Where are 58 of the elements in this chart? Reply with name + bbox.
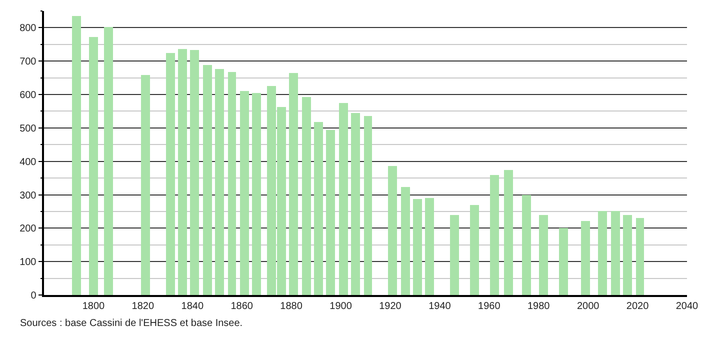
x-tick-label: 2000 [576, 300, 600, 312]
bar [215, 69, 224, 295]
x-tick-label: 1960 [478, 300, 501, 312]
y-tick-label: 200 [20, 224, 37, 235]
bar [190, 50, 199, 295]
bar [351, 113, 360, 295]
bar [623, 215, 632, 295]
bar [598, 211, 607, 295]
bar [581, 221, 590, 295]
bar [252, 93, 261, 295]
bar [326, 130, 335, 295]
bar [178, 49, 187, 295]
bar [89, 37, 98, 295]
bar [504, 170, 513, 295]
y-tick-label: 100 [20, 257, 37, 268]
bar [228, 72, 236, 295]
y-tick-label: 600 [20, 90, 37, 102]
y-tick-label: 400 [20, 156, 37, 168]
x-tick-label: 1900 [330, 300, 352, 312]
bar [166, 53, 175, 295]
y-tick-label: 300 [20, 190, 37, 202]
bar [490, 175, 499, 295]
bar [72, 16, 81, 295]
x-tick-label: 1820 [132, 300, 154, 312]
bar [364, 116, 372, 295]
bar [522, 195, 531, 295]
x-tick-label: 1800 [82, 300, 106, 312]
bar [559, 228, 568, 295]
bar [611, 211, 620, 295]
bar [104, 27, 113, 295]
y-tick-label: 0 [30, 290, 37, 302]
bar [302, 97, 311, 295]
x-tick-label: 2040 [676, 300, 699, 312]
bar [289, 73, 298, 295]
bar [141, 75, 150, 295]
bar [425, 198, 434, 295]
y-tick-label: 500 [20, 123, 37, 134]
x-tick-label: 1920 [379, 300, 402, 312]
bar [401, 187, 410, 295]
x-tick-label: 1860 [230, 300, 254, 312]
y-tick-label: 800 [20, 23, 37, 34]
bar [539, 215, 548, 295]
bar [388, 166, 397, 295]
bar [314, 122, 323, 295]
x-tick-label: 1980 [527, 300, 550, 312]
x-tick-label: 2020 [626, 300, 650, 312]
bar [339, 103, 348, 295]
bar [636, 218, 644, 295]
x-tick-label: 1940 [428, 300, 452, 312]
bar [203, 65, 212, 295]
x-tick-label: 1840 [181, 300, 204, 312]
bar [450, 215, 459, 295]
y-tick-label: 700 [20, 56, 37, 68]
bar [413, 199, 422, 295]
bar [240, 91, 249, 295]
bar [470, 205, 479, 295]
source-note: Sources : base Cassini de l'EHESS et base Insee. [20, 318, 243, 329]
x-tick-label: 1880 [280, 300, 303, 312]
